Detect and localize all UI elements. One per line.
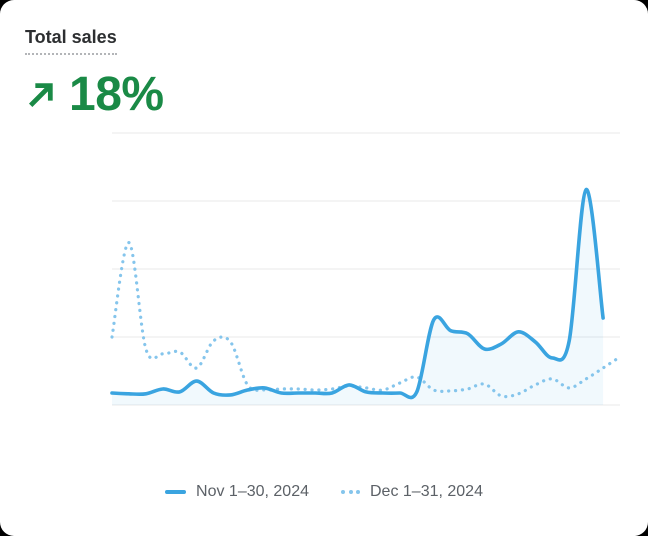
solid-line-legend-marker bbox=[165, 490, 187, 494]
delta-row: 18% bbox=[25, 71, 164, 119]
legend-item-nov[interactable]: Nov 1–30, 2024 bbox=[165, 483, 309, 501]
legend-item-dec[interactable]: Dec 1–31, 2024 bbox=[341, 483, 483, 501]
dec-series-dotted-line[interactable] bbox=[110, 240, 622, 399]
chart-gridlines bbox=[112, 132, 620, 406]
trend-up-arrow-icon bbox=[29, 82, 53, 107]
nov-series-area-fill bbox=[112, 189, 604, 405]
card-title[interactable]: Total sales bbox=[25, 27, 117, 55]
dotted-line-legend-marker bbox=[341, 490, 360, 494]
legend-label-nov: Nov 1–30, 2024 bbox=[196, 483, 309, 500]
nov-series-line[interactable] bbox=[110, 187, 605, 400]
delta-value: 18% bbox=[69, 68, 164, 121]
legend-label-dec: Dec 1–31, 2024 bbox=[370, 483, 483, 500]
card-header: Total sales bbox=[25, 27, 117, 55]
chart-legend: Nov 1–30, 2024 Dec 1–31, 2024 bbox=[0, 483, 648, 501]
